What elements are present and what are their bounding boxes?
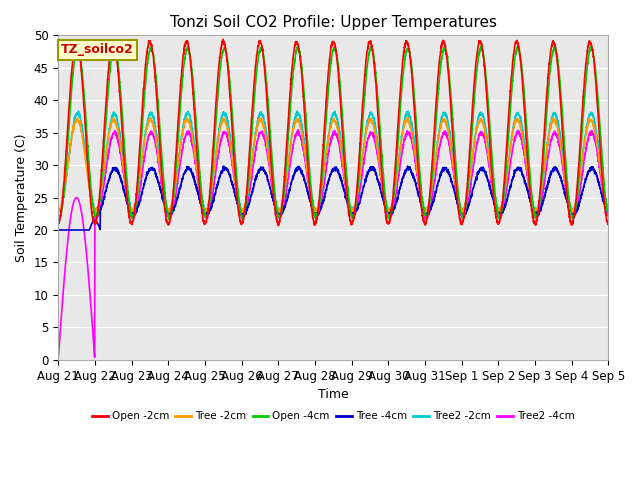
- Title: Tonzi Soil CO2 Profile: Upper Temperatures: Tonzi Soil CO2 Profile: Upper Temperatur…: [170, 15, 497, 30]
- X-axis label: Time: Time: [318, 388, 349, 401]
- Legend: Open -2cm, Tree -2cm, Open -4cm, Tree -4cm, Tree2 -2cm, Tree2 -4cm: Open -2cm, Tree -2cm, Open -4cm, Tree -4…: [88, 407, 579, 426]
- Text: TZ_soilco2: TZ_soilco2: [61, 44, 134, 57]
- Y-axis label: Soil Temperature (C): Soil Temperature (C): [15, 133, 28, 262]
